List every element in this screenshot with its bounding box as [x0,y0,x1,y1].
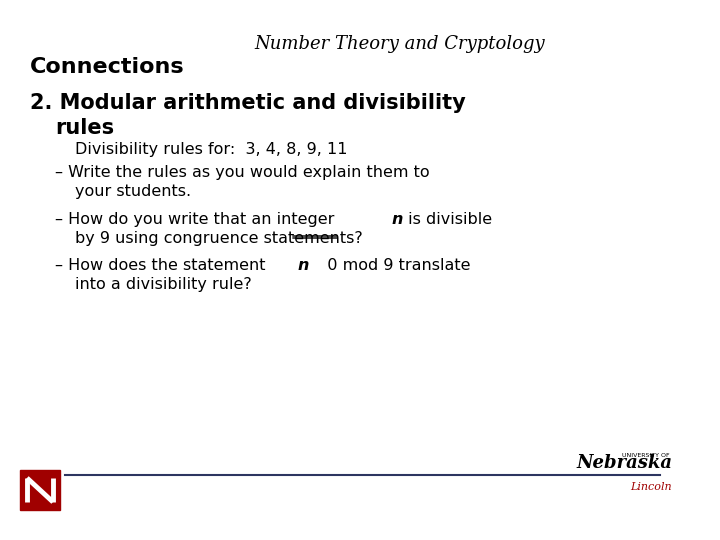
Text: is divisible: is divisible [403,212,492,227]
Text: – How do you write that an integer: – How do you write that an integer [55,212,340,227]
Text: Connections: Connections [30,57,184,77]
Text: into a divisibility rule?: into a divisibility rule? [75,277,252,292]
Text: rules: rules [55,118,114,138]
Text: Number Theory and Cryptology: Number Theory and Cryptology [255,35,545,53]
Text: 2. Modular arithmetic and divisibility: 2. Modular arithmetic and divisibility [30,93,466,113]
Text: n: n [298,258,310,273]
Text: your students.: your students. [75,184,191,199]
Text: – Write the rules as you would explain them to: – Write the rules as you would explain t… [55,165,430,180]
Text: 0 mod 9 translate: 0 mod 9 translate [312,258,470,273]
Text: – How does the statement: – How does the statement [55,258,271,273]
Bar [20,470,60,510]
Text: Lincoln: Lincoln [631,482,672,492]
Text: Nebraska: Nebraska [576,454,672,472]
Text: Divisibility rules for:  3, 4, 8, 9, 11: Divisibility rules for: 3, 4, 8, 9, 11 [75,142,348,157]
Text: by 9 using congruence statements?: by 9 using congruence statements? [75,231,363,246]
Text: n: n [392,212,403,227]
Text: UNIVERSITY OF: UNIVERSITY OF [622,453,670,458]
